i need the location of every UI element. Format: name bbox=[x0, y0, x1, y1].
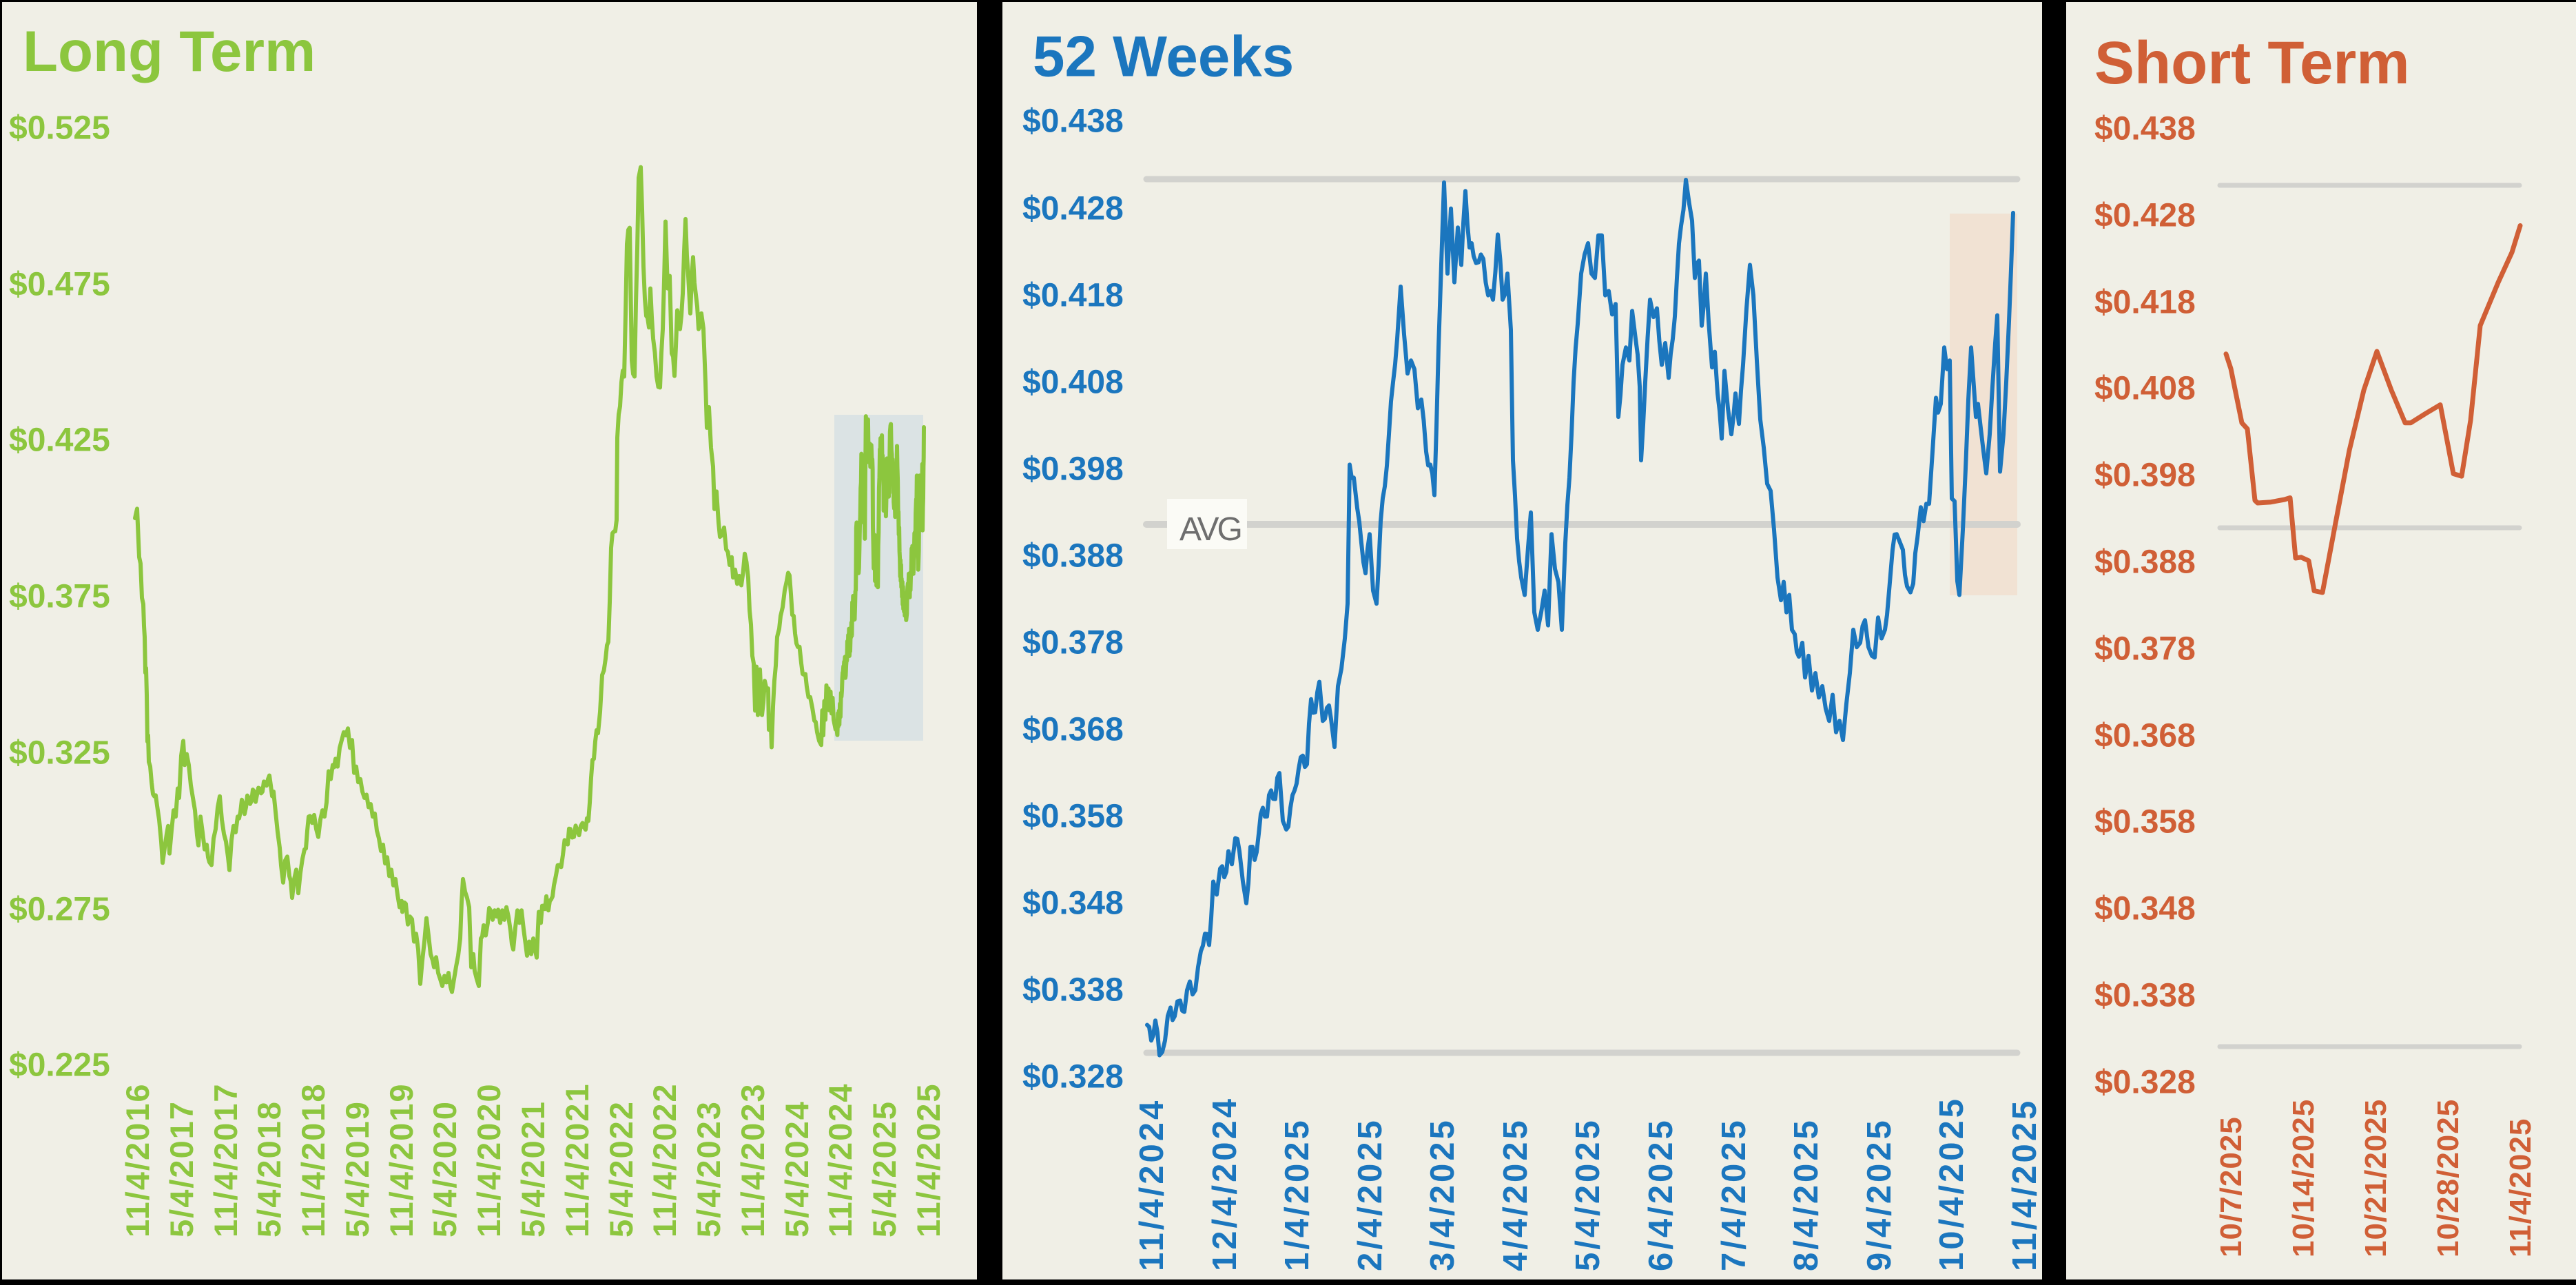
svg-text:$0.398: $0.398 bbox=[1022, 451, 1124, 488]
svg-text:$0.275: $0.275 bbox=[9, 892, 110, 928]
svg-text:$0.225: $0.225 bbox=[9, 1047, 110, 1084]
svg-text:8/4/2025: 8/4/2025 bbox=[1788, 1118, 1825, 1271]
svg-text:5/4/2025: 5/4/2025 bbox=[866, 1100, 903, 1237]
svg-text:$0.348: $0.348 bbox=[1022, 885, 1124, 922]
svg-text:$0.338: $0.338 bbox=[1022, 972, 1124, 1009]
svg-text:$0.388: $0.388 bbox=[1022, 538, 1124, 575]
svg-text:11/4/2017: 11/4/2017 bbox=[207, 1083, 244, 1238]
svg-text:12/4/2024: 12/4/2024 bbox=[1206, 1096, 1244, 1271]
svg-text:$0.438: $0.438 bbox=[1022, 103, 1124, 140]
svg-text:$0.328: $0.328 bbox=[2094, 1065, 2196, 1101]
svg-text:5/4/2021: 5/4/2021 bbox=[515, 1100, 551, 1237]
svg-text:$0.358: $0.358 bbox=[1022, 799, 1124, 835]
svg-text:5/4/2019: 5/4/2019 bbox=[339, 1100, 375, 1237]
svg-text:$0.425: $0.425 bbox=[9, 422, 110, 459]
svg-text:11/4/2024: 11/4/2024 bbox=[822, 1083, 858, 1238]
svg-text:$0.398: $0.398 bbox=[2094, 458, 2196, 494]
svg-text:$0.338: $0.338 bbox=[2094, 978, 2196, 1014]
svg-text:10/14/2025: 10/14/2025 bbox=[2287, 1099, 2320, 1257]
svg-text:11/4/2023: 11/4/2023 bbox=[734, 1083, 771, 1238]
svg-text:1/4/2025: 1/4/2025 bbox=[1279, 1118, 1316, 1271]
svg-text:7/4/2025: 7/4/2025 bbox=[1715, 1118, 1753, 1271]
svg-text:10/4/2025: 10/4/2025 bbox=[1933, 1096, 1970, 1271]
svg-text:11/4/2024: 11/4/2024 bbox=[1133, 1098, 1171, 1271]
svg-text:$0.325: $0.325 bbox=[9, 735, 110, 772]
svg-text:Short Term: Short Term bbox=[2094, 30, 2410, 96]
svg-text:$0.418: $0.418 bbox=[1022, 278, 1124, 314]
svg-text:11/4/2019: 11/4/2019 bbox=[383, 1083, 420, 1238]
svg-text:$0.388: $0.388 bbox=[2094, 544, 2196, 581]
svg-text:5/4/2025: 5/4/2025 bbox=[1569, 1118, 1607, 1271]
svg-text:$0.438: $0.438 bbox=[2094, 111, 2196, 147]
svg-text:$0.428: $0.428 bbox=[1022, 191, 1124, 227]
svg-text:11/4/2025: 11/4/2025 bbox=[2504, 1118, 2537, 1257]
svg-text:5/4/2023: 5/4/2023 bbox=[690, 1100, 727, 1237]
svg-text:5/4/2017: 5/4/2017 bbox=[163, 1100, 200, 1237]
svg-text:10/7/2025: 10/7/2025 bbox=[2214, 1116, 2248, 1257]
svg-text:9/4/2025: 9/4/2025 bbox=[1861, 1118, 1898, 1271]
svg-text:11/4/2025: 11/4/2025 bbox=[2006, 1098, 2043, 1271]
svg-text:$0.428: $0.428 bbox=[2094, 198, 2196, 234]
svg-text:$0.375: $0.375 bbox=[9, 579, 110, 615]
svg-text:$0.328: $0.328 bbox=[1022, 1059, 1124, 1096]
svg-text:4/4/2025: 4/4/2025 bbox=[1497, 1118, 1534, 1271]
svg-text:10/21/2025: 10/21/2025 bbox=[2359, 1099, 2393, 1257]
svg-text:Long Term: Long Term bbox=[23, 19, 316, 83]
svg-text:5/4/2022: 5/4/2022 bbox=[603, 1100, 639, 1237]
svg-text:$0.378: $0.378 bbox=[1022, 625, 1124, 661]
svg-text:$0.475: $0.475 bbox=[9, 267, 110, 303]
svg-text:11/4/2018: 11/4/2018 bbox=[295, 1083, 331, 1238]
svg-text:5/4/2018: 5/4/2018 bbox=[251, 1100, 287, 1237]
svg-text:52 Weeks: 52 Weeks bbox=[1033, 24, 1294, 89]
svg-text:$0.358: $0.358 bbox=[2094, 804, 2196, 841]
svg-text:$0.368: $0.368 bbox=[1022, 712, 1124, 748]
svg-text:$0.348: $0.348 bbox=[2094, 891, 2196, 927]
svg-text:11/4/2021: 11/4/2021 bbox=[559, 1083, 595, 1238]
svg-text:5/4/2020: 5/4/2020 bbox=[426, 1100, 463, 1237]
svg-text:$0.378: $0.378 bbox=[2094, 631, 2196, 668]
svg-text:6/4/2025: 6/4/2025 bbox=[1642, 1118, 1680, 1271]
svg-text:11/4/2016: 11/4/2016 bbox=[119, 1083, 156, 1238]
svg-text:3/4/2025: 3/4/2025 bbox=[1424, 1118, 1461, 1271]
svg-text:11/4/2020: 11/4/2020 bbox=[471, 1083, 507, 1238]
svg-text:$0.525: $0.525 bbox=[9, 110, 110, 147]
svg-text:$0.408: $0.408 bbox=[2094, 371, 2196, 407]
svg-text:$0.418: $0.418 bbox=[2094, 285, 2196, 321]
svg-text:$0.408: $0.408 bbox=[1022, 364, 1124, 401]
svg-text:5/4/2024: 5/4/2024 bbox=[779, 1100, 815, 1237]
svg-text:10/28/2025: 10/28/2025 bbox=[2431, 1099, 2465, 1257]
svg-text:$0.368: $0.368 bbox=[2094, 718, 2196, 754]
svg-text:AVG: AVG bbox=[1179, 511, 1241, 548]
svg-text:11/4/2025: 11/4/2025 bbox=[910, 1083, 947, 1238]
svg-text:11/4/2022: 11/4/2022 bbox=[646, 1083, 683, 1238]
svg-text:2/4/2025: 2/4/2025 bbox=[1352, 1118, 1389, 1271]
